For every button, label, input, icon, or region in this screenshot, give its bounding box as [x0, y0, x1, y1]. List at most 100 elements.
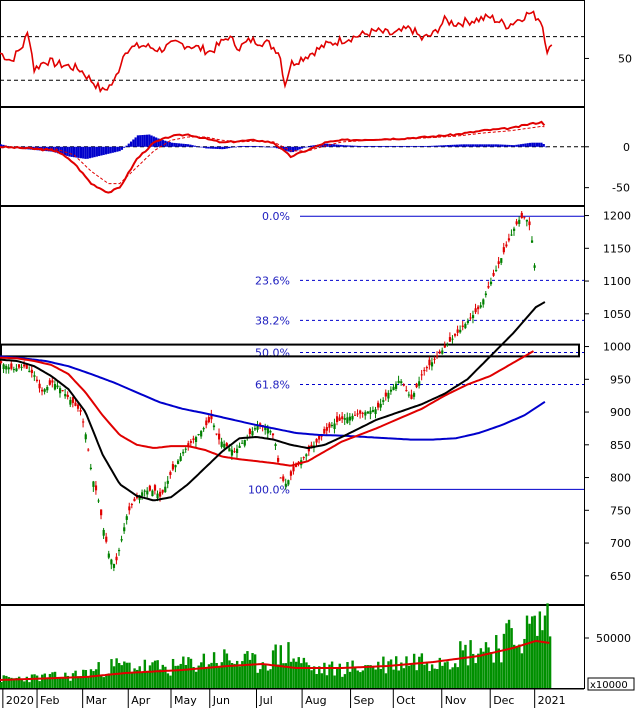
candle-body [233, 451, 236, 453]
candle-body [15, 368, 18, 372]
macd-histogram-bar [148, 134, 151, 147]
macd-histogram-bar [399, 145, 402, 147]
macd-line [0, 120, 546, 194]
volume-bar [484, 642, 488, 688]
candle-body [287, 480, 290, 485]
candle-body [169, 472, 172, 475]
candle-body [161, 489, 164, 493]
volume-bar [364, 665, 367, 688]
candle-body [69, 399, 72, 405]
price-tick-label: 800 [610, 472, 631, 485]
candle-body [230, 449, 234, 456]
macd-histogram-bar [271, 146, 274, 148]
volume-bar [146, 670, 149, 688]
resistance-zone-box [0, 343, 580, 358]
volume-bar [238, 666, 241, 688]
volume-bar [515, 647, 518, 688]
volume-bar [228, 660, 231, 688]
candle-body [364, 412, 367, 416]
candle-body [487, 286, 490, 288]
macd-histogram-bar [310, 145, 313, 147]
candle-body [215, 433, 218, 435]
macd-histogram-bar [104, 146, 108, 155]
candle-body [530, 240, 534, 243]
volume-bar [536, 635, 539, 688]
macd-panel-frame [0, 107, 585, 206]
macd-histogram-bar [289, 146, 292, 153]
candle-body [294, 464, 298, 467]
macd-histogram-bar [136, 135, 139, 147]
macd-panel: 0 -50 [0, 120, 630, 195]
candle-body [12, 369, 16, 371]
macd-histogram-bar [490, 144, 493, 147]
candle-body [238, 445, 241, 448]
candle-body [336, 416, 339, 423]
candle-body [351, 415, 354, 420]
volume-bar [123, 661, 126, 688]
fib-level-label: 100.0% [248, 483, 290, 496]
macd-histogram-bar [355, 145, 358, 147]
candle-body [507, 238, 511, 241]
volume-bar [233, 663, 236, 688]
candle-body [397, 380, 400, 384]
macd-histogram-bar [424, 145, 427, 147]
x-tick-label: Jul [259, 694, 273, 707]
candle-body [410, 394, 413, 399]
candle-body [366, 411, 369, 414]
candle-body [23, 364, 26, 367]
volume-bar [76, 676, 80, 688]
volume-bar [2, 675, 5, 688]
candle-body [79, 409, 82, 412]
volume-bar [541, 630, 544, 688]
candle-body [305, 454, 308, 457]
macd-histogram-bar [102, 146, 105, 155]
volume-bar [415, 670, 418, 688]
volume-bar [179, 663, 182, 688]
price-tick-label: 650 [610, 570, 631, 583]
volume-bar [405, 656, 408, 688]
volume-bar [459, 641, 462, 688]
volume-bar [192, 666, 195, 688]
candle-body [325, 427, 328, 431]
candle-body [271, 433, 275, 436]
candle-body [120, 539, 123, 541]
volume-bar [505, 623, 508, 688]
macd-histogram-bar [186, 144, 190, 147]
candle-body [369, 410, 372, 415]
volume-ma-line [0, 639, 550, 681]
macd-histogram-bar [503, 144, 507, 147]
volume-bar [248, 659, 252, 688]
candle-body [497, 261, 500, 265]
volume-bar [359, 672, 362, 688]
candle-body [284, 483, 287, 487]
candle-body [2, 364, 5, 370]
volume-bar [89, 669, 93, 688]
volume-bar [397, 670, 400, 688]
macd-histogram-bar [57, 146, 60, 154]
volume-bar [523, 638, 526, 688]
macd-histogram-bar [243, 145, 247, 147]
candle-body [53, 384, 57, 390]
macd-histogram-bar [287, 146, 290, 152]
volume-bar [277, 664, 280, 688]
macd-histogram-bar [501, 144, 504, 147]
candle-body [392, 386, 395, 391]
candle-body [220, 441, 223, 447]
candle-body [251, 431, 254, 436]
macd-histogram-bar [218, 146, 222, 150]
volume-bar [35, 675, 39, 688]
candle-body [510, 234, 513, 236]
volume-bar [112, 666, 116, 688]
macd-histogram-bar [143, 134, 146, 147]
candle-body [461, 325, 464, 327]
macd-histogram-bar [449, 144, 452, 147]
candle-body [33, 375, 36, 377]
candle-body [192, 438, 195, 440]
macd-histogram-bar [494, 144, 497, 147]
candle-body [205, 420, 208, 426]
candle-body [256, 425, 259, 430]
volume-bar [17, 676, 21, 688]
macd-histogram-bar [198, 146, 201, 148]
volume-bar [379, 668, 383, 688]
